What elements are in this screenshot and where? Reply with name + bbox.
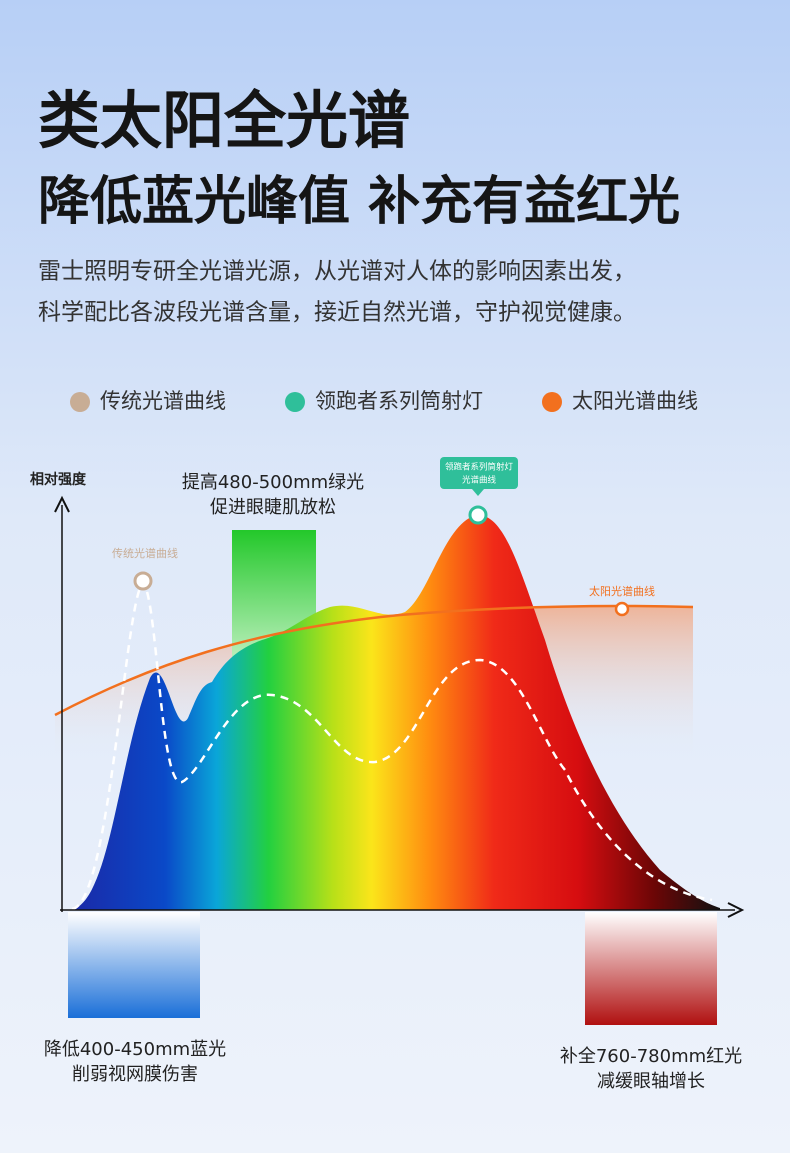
sun-curve [54,604,694,717]
legend-label: 传统光谱曲线 [100,389,226,413]
curve-label: 光谱曲线 [462,475,497,486]
leader-badge [440,457,518,489]
description: 科学配比各波段光谱含量，接近自然光谱，守护视觉健康。 [38,300,636,326]
legend-label: 太阳光谱曲线 [572,389,698,413]
leader-marker [468,505,488,525]
legend-dot [70,392,90,412]
description: 雷士照明专研全光谱光源，从光谱对人体的影响因素出发， [38,259,636,285]
red-band [585,912,717,1025]
curve-label: 传统光谱曲线 [112,546,178,560]
legend-dot [542,392,562,412]
annotation: 促进眼睫肌放松 [210,497,336,518]
curve-label: 领跑者系列筒射灯 [445,462,514,473]
spectrum-chart: 相对强度 传统光谱曲线 领跑者系列筒射灯 光谱曲线 太阳光谱曲线 提高480-5… [30,457,745,1092]
blue-band [68,912,200,1018]
badge-pointer [472,489,484,496]
x-arrow [727,902,745,918]
legend-label: 领跑者系列筒射灯 [315,389,483,413]
annotation: 削弱视网膜伤害 [72,1064,198,1085]
leader-spectrum [70,515,720,910]
traditional-marker [133,571,153,591]
sun-marker [614,601,630,617]
title: 类太阳全光谱 [38,84,410,157]
legend: 传统光谱曲线 领跑者系列筒射灯 太阳光谱曲线 [70,389,698,413]
y-arrow [54,495,70,513]
annotation: 减缓眼轴增长 [597,1071,705,1092]
annotation: 补全760-780mm红光 [560,1046,742,1067]
annotation: 降低400-450mm蓝光 [44,1039,226,1060]
curve-label: 太阳光谱曲线 [589,584,655,598]
legend-dot [285,392,305,412]
traditional-curve [71,580,713,911]
annotation: 提高480-500mm绿光 [182,472,364,493]
y-axis-label: 相对强度 [30,471,87,488]
subtitle: 降低蓝光峰值 补充有益红光 [38,172,680,232]
